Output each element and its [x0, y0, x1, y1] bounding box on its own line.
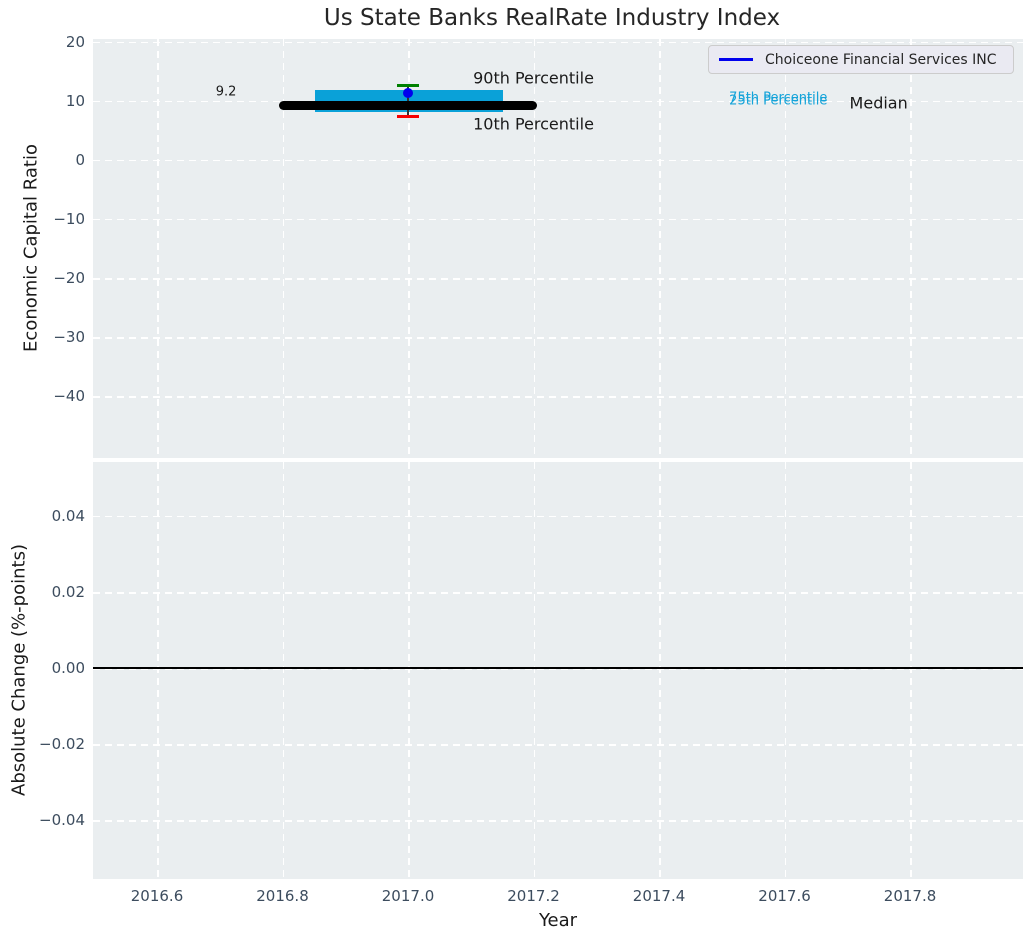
bottom-plot-area [93, 462, 1023, 879]
y-tick-label: 20 [9, 33, 85, 51]
gridline-vertical [910, 462, 912, 879]
annotation-90th-percentile: 90th Percentile [473, 68, 594, 87]
gridline-vertical [283, 462, 285, 879]
gridline-horizontal [93, 396, 1023, 398]
gridline-vertical [157, 462, 159, 879]
gridline-vertical [408, 462, 410, 879]
legend-line-swatch [719, 58, 753, 61]
y-tick-label: 0 [9, 151, 85, 169]
gridline-vertical [659, 462, 661, 879]
gridline-vertical [785, 462, 787, 879]
y-tick-label: 0.00 [9, 659, 85, 677]
x-tick-label: 2017.0 [382, 887, 435, 905]
y-tick-label: −40 [9, 387, 85, 405]
x-axis-label: Year [539, 910, 577, 931]
gridline-vertical [534, 462, 536, 879]
y-tick-label: −20 [9, 269, 85, 287]
x-tick-label: 2017.8 [884, 887, 937, 905]
y-tick-label: 0.04 [9, 507, 85, 525]
zero-line [93, 667, 1023, 669]
y-tick-label: −10 [9, 210, 85, 228]
gridline-horizontal [93, 160, 1023, 162]
annotation-median: Median [850, 94, 908, 113]
gridline-horizontal [93, 820, 1023, 822]
median-line [279, 101, 536, 110]
gridline-horizontal [93, 516, 1023, 518]
gridline-horizontal [93, 42, 1023, 44]
annotation-25th-percentile: 25th Percentile [729, 93, 827, 108]
y-tick-label: 0.02 [9, 583, 85, 601]
y-tick-label: −0.04 [9, 811, 85, 829]
figure: Us State Banks RealRate Industry Index E… [0, 0, 1034, 942]
gridline-horizontal [93, 592, 1023, 594]
x-tick-label: 2016.6 [131, 887, 184, 905]
y-tick-label: −0.02 [9, 735, 85, 753]
x-tick-label: 2017.6 [758, 887, 811, 905]
p10-cap [397, 115, 419, 118]
x-tick-label: 2016.8 [256, 887, 309, 905]
legend: Choiceone Financial Services INC [708, 45, 1014, 74]
x-tick-label: 2017.2 [507, 887, 560, 905]
y-tick-label: 10 [9, 92, 85, 110]
y-axis-label-top: Economic Capital Ratio [21, 144, 42, 352]
legend-label: Choiceone Financial Services INC [765, 52, 997, 68]
x-tick-label: 2017.4 [633, 887, 686, 905]
annotation-10th-percentile: 10th Percentile [473, 114, 594, 133]
y-tick-label: −30 [9, 328, 85, 346]
gridline-horizontal [93, 278, 1023, 280]
gridline-horizontal [93, 337, 1023, 339]
company-marker [403, 88, 413, 98]
gridline-horizontal [93, 219, 1023, 221]
gridline-horizontal [93, 744, 1023, 746]
annotation-9-2: 9.2 [216, 84, 237, 99]
p90-cap [397, 84, 419, 87]
chart-title: Us State Banks RealRate Industry Index [324, 5, 780, 31]
